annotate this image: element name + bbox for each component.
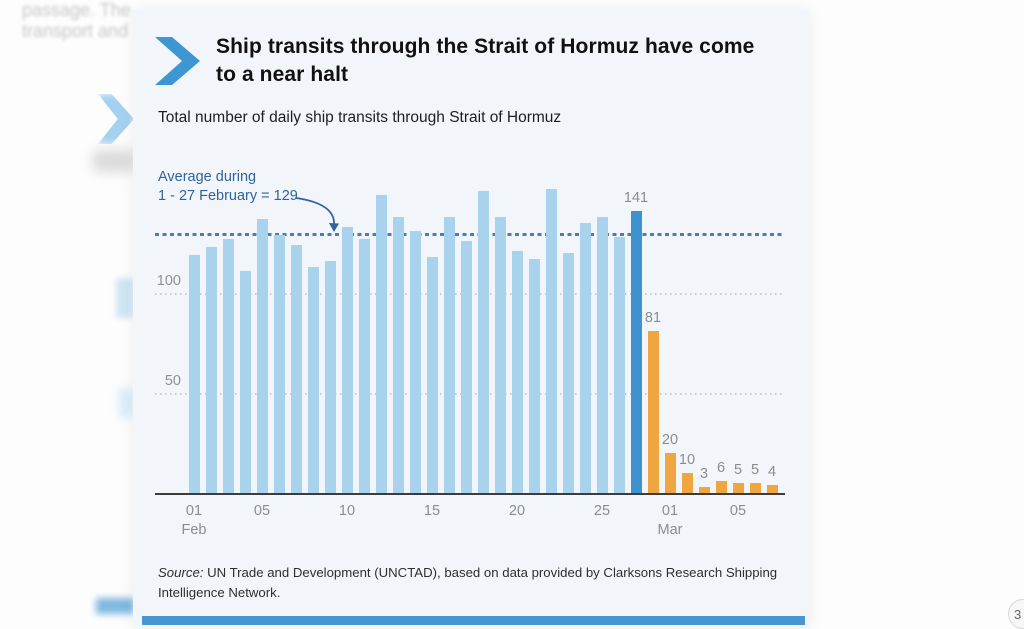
- bar-value-label-Mar-04: 6: [716, 460, 726, 476]
- bar-Mar-02: [681, 473, 693, 493]
- bar-Feb-01: [188, 255, 200, 493]
- bar-Feb-06: [273, 235, 285, 493]
- x-axis-line: [155, 493, 785, 495]
- bar-Feb-09: [324, 261, 336, 493]
- bar-Feb-12: [375, 195, 387, 493]
- bar-Mar-06: [749, 483, 761, 493]
- background-faded-text: passage. The transport and: [22, 0, 133, 42]
- background-artifact: [116, 278, 133, 318]
- source-label: Source:: [158, 565, 204, 580]
- background-artifact: [96, 598, 133, 614]
- average-line: [155, 233, 783, 236]
- bar-Mar-03: [698, 487, 710, 493]
- bar-Feb-15: [426, 257, 438, 493]
- bar-Feb-20: [511, 251, 523, 493]
- x-tick-label-Feb-25: 25: [593, 503, 611, 519]
- bar-Feb-26: [613, 237, 625, 493]
- bar-value-label-Feb-27: 141: [623, 190, 649, 206]
- bar-value-label-Feb-28: 81: [644, 310, 662, 326]
- average-annotation-line2: 1 - 27 February = 129: [158, 188, 298, 204]
- card-footer-accent-bar: [142, 616, 805, 625]
- bar-Feb-05: [256, 219, 268, 493]
- chart-title: Ship transits through the Strait of Horm…: [216, 35, 755, 86]
- bar-Feb-27: [630, 211, 642, 493]
- background-artifact: [92, 150, 133, 172]
- x-tick-label-Feb-10: 10: [338, 503, 356, 519]
- bar-value-label-Mar-06: 5: [750, 462, 760, 478]
- bar-Feb-21: [528, 259, 540, 493]
- x-tick-label-Mar-05: 05: [729, 503, 747, 519]
- x-tick-label-Feb-05: 05: [253, 503, 271, 519]
- y-axis-label-100: 100: [156, 273, 181, 289]
- bar-value-label-Mar-01: 20: [661, 432, 679, 448]
- bar-Feb-10: [341, 227, 353, 493]
- bar-Feb-24: [579, 223, 591, 493]
- figure-card: Ship transits through the Strait of Horm…: [133, 10, 810, 627]
- bar-Feb-22: [545, 189, 557, 493]
- bar-Feb-02: [205, 247, 217, 493]
- source-note: Source: UN Trade and Development (UNCTAD…: [158, 563, 778, 603]
- bar-chart: 50 100 141 81 20 10 3 6 5 5 4 01 Feb 05 10 15 20 25 01 Mar 0…: [133, 10, 810, 627]
- bar-Feb-08: [307, 267, 319, 493]
- bar-Feb-18: [477, 191, 489, 493]
- background-page: passage. The transport and: [0, 0, 133, 627]
- average-annotation-line1: Average during: [158, 169, 257, 185]
- bar-value-label-Mar-03: 3: [699, 466, 709, 482]
- x-tick-label-Mar-01: 01: [661, 503, 679, 519]
- annotation-arrow: [295, 197, 339, 232]
- bar-Feb-16: [443, 217, 455, 493]
- bar-value-label-Mar-02: 10: [678, 452, 696, 468]
- page-number: 3: [1014, 606, 1022, 622]
- bar-Mar-01: [664, 453, 676, 493]
- bar-value-label-Mar-07: 4: [767, 464, 777, 480]
- bar-Feb-17: [460, 241, 472, 493]
- x-month-label-Feb: Feb: [181, 522, 207, 538]
- bar-Feb-04: [239, 271, 251, 493]
- x-tick-label-Feb-01: 01: [185, 503, 203, 519]
- x-month-label-Mar: Mar: [657, 522, 683, 538]
- bar-Mar-05: [732, 483, 744, 493]
- chevron-right-icon: [155, 37, 200, 85]
- y-axis-label-50: 50: [164, 373, 181, 389]
- bar-Feb-23: [562, 253, 574, 493]
- bar-Feb-28: [647, 331, 659, 493]
- average-annotation: Average during 1 - 27 February = 129: [158, 168, 298, 206]
- bar-value-label-Mar-05: 5: [733, 462, 743, 478]
- x-tick-label-Feb-15: 15: [423, 503, 441, 519]
- bar-Feb-11: [358, 239, 370, 493]
- bar-Mar-07: [766, 485, 778, 493]
- bar-Feb-25: [596, 217, 608, 493]
- background-artifact: [118, 388, 133, 418]
- bar-Feb-07: [290, 245, 302, 493]
- bar-Feb-19: [494, 217, 506, 493]
- source-text: UN Trade and Development (UNCTAD), based…: [158, 565, 778, 600]
- background-chevron-artifact: [98, 94, 133, 144]
- bar-Feb-03: [222, 239, 234, 493]
- bar-Feb-13: [392, 217, 404, 493]
- background-text-line: transport and: [22, 21, 129, 41]
- bar-Mar-04: [715, 481, 727, 493]
- bar-Feb-14: [409, 231, 421, 493]
- chart-subtitle: Total number of daily ship transits thro…: [158, 109, 562, 126]
- page-number-bubble[interactable]: 3: [1008, 599, 1024, 629]
- background-text-line: passage. The: [22, 0, 131, 20]
- x-tick-label-Feb-20: 20: [508, 503, 526, 519]
